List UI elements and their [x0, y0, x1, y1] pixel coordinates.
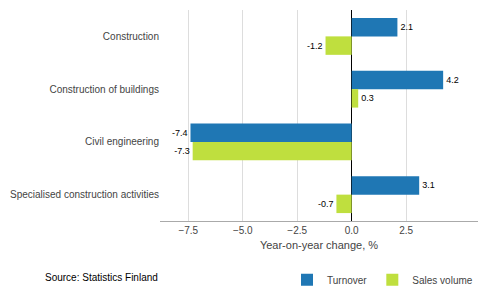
svg-text:4.2: 4.2	[446, 75, 459, 85]
svg-text:3.1: 3.1	[422, 180, 435, 190]
svg-text:0.0: 0.0	[345, 225, 359, 236]
svg-text:-0.7: -0.7	[318, 199, 334, 209]
svg-text:−7.5: −7.5	[178, 225, 198, 236]
svg-text:Sales volume: Sales volume	[412, 275, 472, 286]
svg-text:Year-on-year change, %: Year-on-year change, %	[260, 239, 378, 251]
svg-text:0.3: 0.3	[361, 93, 374, 103]
svg-text:Specialised construction activ: Specialised construction activities	[10, 189, 159, 200]
svg-text:-7.3: -7.3	[174, 146, 190, 156]
svg-text:Construction: Construction	[103, 31, 159, 42]
svg-text:−2.5: −2.5	[287, 225, 307, 236]
svg-text:2.1: 2.1	[400, 22, 413, 32]
svg-text:Civil engineering: Civil engineering	[85, 136, 159, 147]
svg-text:-1.2: -1.2	[307, 41, 323, 51]
svg-text:Turnover: Turnover	[327, 275, 367, 286]
svg-text:Source: Statistics Finland: Source: Statistics Finland	[45, 272, 158, 283]
svg-text:-7.4: -7.4	[172, 128, 188, 138]
svg-text:Construction of buildings: Construction of buildings	[49, 84, 159, 95]
svg-text:−5.0: −5.0	[233, 225, 253, 236]
svg-text:2.5: 2.5	[399, 225, 413, 236]
